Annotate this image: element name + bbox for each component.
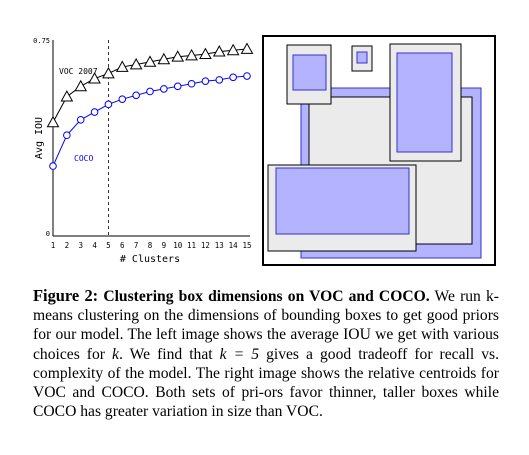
legend-coco-label: COCO [74, 154, 93, 163]
legend-voc-label: VOC 2007 [59, 67, 98, 76]
coco-data-point [63, 131, 71, 140]
coco-data-point [229, 73, 237, 82]
voc-data-point [129, 57, 143, 70]
voc-data-point [88, 72, 101, 84]
caption-label: Figure 2: [33, 286, 99, 305]
coco-data-point [160, 85, 168, 93]
caption-body-2: . We find that [118, 345, 213, 363]
voc-data-point [240, 42, 254, 54]
figure-2: 00.75 1 2 3 4 5 6 7 8 9 10 11 12 13 14 15 Avg IOU # Cl… [33, 35, 496, 266]
coco-data-point [243, 72, 251, 80]
coco-data-point [90, 108, 99, 116]
y-tick-label: 0.75 [33, 37, 50, 45]
voc-data-point [102, 66, 115, 79]
voc-data-point [60, 90, 74, 102]
caption-k-equals-5: k = 5 [219, 345, 260, 363]
x-tick-label: 6 [120, 241, 125, 250]
x-tick-label: 3 [78, 241, 83, 250]
x-tick-label: 15 [242, 241, 251, 250]
x-tick-label: 12 [201, 241, 210, 250]
x-tick-label: 11 [187, 241, 196, 250]
x-tick-label: 13 [215, 241, 224, 250]
caption-k-symbol: k [112, 345, 119, 363]
y-tick-label: 0 [46, 230, 50, 238]
x-tick-label: 9 [162, 241, 167, 250]
coco-data-point [104, 100, 113, 109]
coco-data-point [215, 76, 224, 84]
caption-body-1: We run k-means clustering on the dimensi… [33, 288, 500, 363]
x-tick-label: 2 [65, 241, 70, 250]
coco-centroid-medium [292, 54, 327, 91]
coco-data-point [132, 91, 140, 100]
coco-data-point [49, 162, 57, 170]
caption-body-3: gives a good tradeoff for recall vs. com… [33, 345, 499, 421]
centroid-boxes-panel [262, 35, 496, 266]
voc-data-point [226, 43, 240, 56]
coco-centroid-wide-short [275, 167, 410, 235]
x-tick-label: 1 [51, 241, 56, 250]
voc-data-point [199, 47, 212, 60]
x-tick-label: 5 [106, 241, 111, 250]
voc-data-point [185, 48, 198, 61]
x-tick-label: 14 [229, 241, 239, 250]
y-axis-label: Avg IOU [34, 117, 45, 159]
x-axis-label: # Clusters [120, 254, 180, 265]
x-tick-label: 4 [92, 241, 97, 250]
coco-centroid-small [356, 51, 368, 64]
x-tick-label: 8 [148, 241, 153, 250]
figure-caption: Figure 2: Clustering box dimensions on V… [33, 286, 499, 421]
caption-title: Clustering box dimensions on VOC and COC… [103, 288, 430, 305]
voc-data-point [74, 79, 88, 92]
x-tick-label: 7 [134, 241, 139, 250]
voc-data-point [143, 55, 157, 67]
x-tick-label: 10 [173, 241, 183, 250]
voc-data-point [157, 52, 171, 65]
voc-data-point [212, 45, 226, 57]
iou-chart: 00.75 1 2 3 4 5 6 7 8 9 10 11 12 13 14 15 Avg IOU # Cl… [33, 37, 254, 265]
coco-data-point [187, 79, 196, 88]
voc-data-point [46, 115, 60, 128]
coco-data-point [76, 115, 85, 124]
coco-data-point [146, 87, 154, 96]
voc-data-point [171, 50, 185, 62]
coco-data-point [118, 95, 127, 103]
voc-data-point [115, 60, 129, 72]
coco-data-point [173, 82, 182, 91]
coco-data-point [201, 77, 210, 85]
coco-centroid-tall [396, 52, 453, 153]
